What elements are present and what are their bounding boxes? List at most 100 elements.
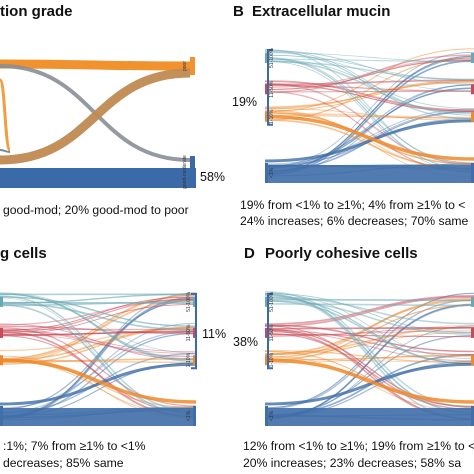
panel-b: B Extracellular mucin <1% 1-10% 11-50% 51-1… bbox=[232, 3, 474, 228]
node-right-1 bbox=[471, 111, 474, 122]
flow-0-to-2-0 bbox=[264, 87, 474, 169]
node-left-2 bbox=[265, 327, 268, 338]
panel-d-caption-line-2: 20% increases; 23% decreases; 58% sa bbox=[243, 456, 461, 470]
flow-3-to-2-0 bbox=[0, 296, 197, 327]
flow-1-10-down bbox=[0, 358, 197, 404]
panel-c-caption-line-1: :1%; 7% from ≥1% to <1% bbox=[3, 439, 146, 453]
flow-0-to-3-2 bbox=[264, 51, 474, 168]
tick-3: 51-100% bbox=[269, 291, 275, 312]
flow-2-to-3-1 bbox=[264, 294, 474, 325]
panel-d-ticks: <1% 1-10% 11-50% 51-100% bbox=[269, 291, 275, 421]
stream-lt1 bbox=[265, 408, 474, 426]
flow-3-to-2-1 bbox=[264, 296, 474, 325]
node-right-1 bbox=[471, 355, 474, 366]
panel-d-flows bbox=[264, 291, 474, 426]
flow-3-to-2-2 bbox=[264, 299, 474, 335]
flow-3-to-0-0 bbox=[264, 291, 474, 409]
bracket bbox=[267, 49, 273, 126]
node-good-moderate bbox=[190, 156, 195, 188]
panel-c-caption-line-2: decreases; 85% same bbox=[3, 456, 124, 470]
flow-2-to-1-0 bbox=[264, 324, 474, 353]
flow-3-to-0-0 bbox=[0, 295, 197, 413]
panel-a-title: tion grade bbox=[0, 3, 73, 20]
flow-3-to-1-3 bbox=[264, 58, 474, 110]
tick-0: <1% bbox=[186, 410, 192, 421]
flow-2-to-2-0 bbox=[264, 333, 474, 338]
node-right-2 bbox=[193, 327, 196, 338]
flow-3-to-3-1 bbox=[264, 303, 474, 307]
stream-good-moderate bbox=[0, 168, 196, 188]
panel-c-ticks: <1% 1-10% 11-50% 51-100% bbox=[186, 291, 192, 421]
panel-b-title: Extracellular mucin bbox=[252, 3, 390, 20]
flow-2-to-3-3 bbox=[0, 296, 197, 331]
panel-b-ticks: <1% 1-10% 11-50% 51-100% bbox=[269, 47, 275, 178]
panel-d-bracket bbox=[267, 292, 273, 370]
panel-d-caption-line-1: 12% from <1% to ≥1%; 19% from ≥1% to < bbox=[243, 439, 474, 453]
panel-c-flows bbox=[0, 292, 197, 426]
tick-0: <1% bbox=[269, 410, 275, 421]
flow-1-to-3-1 bbox=[264, 299, 474, 356]
flow-2-to-3-1 bbox=[0, 298, 197, 333]
panel-b-caption-line-1: 19% from <1% to ≥1%; 4% from ≥1% to < bbox=[240, 198, 465, 212]
flow-3-to-1-0 bbox=[264, 293, 474, 360]
panel-b-bracket bbox=[267, 49, 273, 126]
node-right-0 bbox=[471, 406, 474, 426]
flow-1-10-down bbox=[264, 115, 474, 161]
flow-1-to-1-2 bbox=[264, 112, 474, 119]
panel-b-letter: B bbox=[233, 3, 244, 20]
flow-0-to-2-3 bbox=[264, 88, 474, 166]
node-left-3 bbox=[265, 53, 268, 63]
panel-a: tion grade poor good-moderate 58% good-mo… bbox=[0, 3, 225, 217]
flow-2-to-3-2 bbox=[0, 304, 197, 335]
flow-3-to-1-1 bbox=[264, 49, 474, 116]
node-left-2 bbox=[265, 84, 268, 95]
flow-2-to-3-0 bbox=[264, 296, 474, 328]
panel-a-caption: good-mod; 20% good-mod to poor bbox=[3, 203, 189, 217]
tick-3: 51-100% bbox=[186, 291, 192, 312]
panel-c-percent: 11% bbox=[202, 327, 226, 341]
flow-2-to-0-1 bbox=[264, 328, 474, 408]
panel-a-ticks: poor good-moderate bbox=[182, 61, 188, 189]
flow-2-to-1-2 bbox=[264, 331, 474, 362]
flow-2-to-2-2 bbox=[0, 331, 197, 336]
flow-2-to-2-1 bbox=[264, 84, 474, 92]
flow-2-to-2-3 bbox=[264, 326, 474, 330]
node-right-1 bbox=[193, 355, 196, 366]
panel-d: D Poorly cohesive cells <1% 1-10% 11-50% 51… bbox=[233, 245, 474, 470]
flow-2-to-1-3 bbox=[0, 329, 197, 358]
panel-c: g cells <1% 1-10% 11-50% 51-100% 11% :1%; 7… bbox=[0, 245, 226, 470]
flow-3-to-1-2 bbox=[264, 50, 474, 120]
node-left-2 bbox=[0, 327, 3, 338]
flow-1-to-3-2 bbox=[264, 304, 474, 362]
node-left-1 bbox=[265, 111, 268, 122]
panel-d-title: Poorly cohesive cells bbox=[265, 245, 418, 262]
node-left-1 bbox=[265, 355, 268, 366]
tick-0: <1% bbox=[269, 167, 275, 178]
tick-1: 1-10% bbox=[269, 109, 275, 124]
node-left-0 bbox=[0, 406, 3, 426]
node-right-0 bbox=[471, 163, 474, 183]
flow-lt1-up bbox=[264, 362, 474, 406]
node-right-2 bbox=[471, 84, 474, 95]
tick-poor: poor bbox=[182, 61, 188, 71]
node-left-1 bbox=[0, 355, 3, 366]
panel-c-bracket bbox=[191, 292, 197, 370]
node-right-3 bbox=[471, 53, 474, 63]
node-right-2 bbox=[471, 327, 474, 338]
flow-left-lower bbox=[0, 149, 11, 153]
node-right-3 bbox=[193, 296, 196, 307]
node-poor bbox=[190, 57, 195, 75]
flow-3-to-3-1 bbox=[264, 58, 474, 63]
tick-2: 11-50% bbox=[269, 80, 275, 97]
flow-1-10-down bbox=[264, 358, 474, 404]
node-left-3 bbox=[0, 296, 3, 307]
flow-3-to-1-1 bbox=[0, 293, 197, 362]
flow-3-to-1-0 bbox=[264, 59, 474, 115]
flow-3-to-2-2 bbox=[264, 60, 474, 81]
flow-lt1-up bbox=[264, 119, 474, 163]
flow-3-to-2-0 bbox=[264, 293, 474, 333]
stream-lt1 bbox=[265, 165, 474, 183]
flow-2-to-0-1 bbox=[264, 82, 474, 165]
flow-3-to-1-2 bbox=[0, 292, 197, 361]
